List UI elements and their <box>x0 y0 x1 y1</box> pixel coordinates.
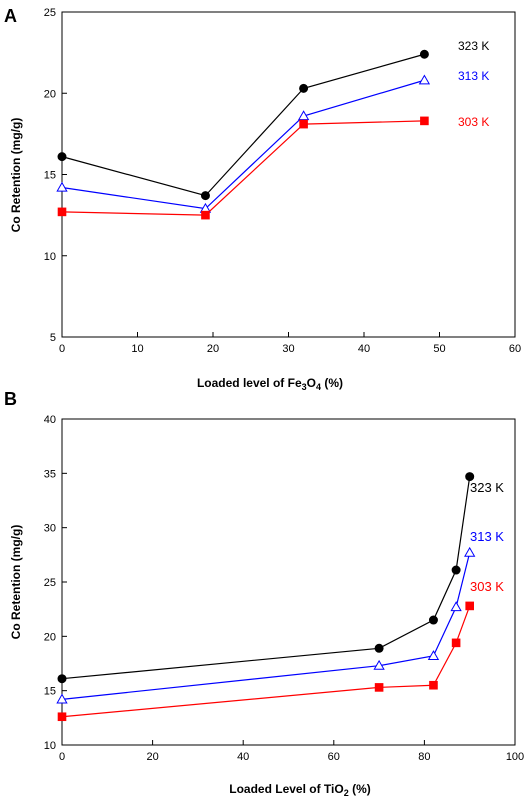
panel-b-y-tick-label: 15 <box>44 686 56 698</box>
panel-a-x-tick-label: 0 <box>59 343 65 355</box>
panel-b-series-313k-label: 313 K <box>470 529 504 544</box>
panel-b-series-303k-point <box>451 638 461 648</box>
panel-a-y-axis-title: Co Retention (mg/g) <box>9 118 23 233</box>
panel-b-series-303k-point <box>465 601 474 611</box>
panel-a-series-303k-line <box>61 120 425 216</box>
panel-a-series-323k-point <box>419 49 429 59</box>
panel-b-series-323k-point <box>465 472 475 482</box>
panel-a-x-tick-label: 30 <box>282 343 294 355</box>
panel-b-series-303k-label: 303 K <box>470 579 504 594</box>
panel-a-series-323k-point <box>299 83 309 93</box>
panel-b-x-tick-label: 20 <box>146 751 158 763</box>
panel-a-letter: A <box>4 6 17 26</box>
panel-b-series-323k-point <box>374 643 384 653</box>
panel-a-x-tick-label: 60 <box>509 343 521 355</box>
panel-b-y-tick-label: 25 <box>44 577 56 589</box>
panel-a-series-303k-point <box>201 210 210 220</box>
panel-a-x-axis-title: Loaded level of Fe3O4 (%) <box>197 376 343 392</box>
panel-b-y-axis-title: Co Retention (mg/g) <box>9 525 23 640</box>
panel-b-y-tick-label: 40 <box>44 414 56 426</box>
panel-a-series-313k-point <box>297 110 310 121</box>
panel-b-series-313k-point <box>56 693 68 704</box>
panel-a-series-303k-label: 303 K <box>458 115 489 129</box>
panel-b-y-tick-label: 10 <box>44 740 56 752</box>
panel-b-y-tick-label: 35 <box>44 468 56 480</box>
panel-b-series-323k-label: 323 K <box>470 480 504 495</box>
panel-b-x-tick-label: 80 <box>418 751 430 763</box>
panel-a-x-tick-label: 40 <box>358 343 370 355</box>
panel-b-x-tick-label: 60 <box>328 751 340 763</box>
panel-a-series-313k-line <box>61 79 425 210</box>
panel-b-x-tick-label: 0 <box>59 751 65 763</box>
panel-a-y-tick-label: 15 <box>44 170 56 182</box>
panel-b-series-313k-point <box>373 659 385 670</box>
panel-a-series-313k-label: 313 K <box>458 69 489 83</box>
panel-b-series-313k-point <box>427 650 440 660</box>
panel-b-y-tick-label: 20 <box>44 631 56 643</box>
panel-a-x-tick-label: 50 <box>433 343 445 355</box>
panel-b-series-313k-point <box>450 601 462 612</box>
panel-b-x-tick-label: 40 <box>237 751 249 763</box>
panel-b-series-313k-line <box>61 552 471 700</box>
panel-b-series-303k-point <box>374 683 384 692</box>
panel-a-series-323k-point <box>200 191 210 201</box>
panel-a-series-323k-line <box>61 53 425 197</box>
panel-a-series-313k-point <box>418 74 431 85</box>
panel-b-series-323k-point <box>451 565 461 575</box>
panel-b-y-tick-label: 30 <box>44 523 56 535</box>
panel-a-y-tick-label: 10 <box>44 251 56 263</box>
panel-a-series-303k-point <box>299 119 308 129</box>
panel-a-series-303k-point <box>57 207 67 217</box>
panel-b-series-323k-point <box>57 674 67 684</box>
panel-b-series-323k-line <box>61 476 471 680</box>
panel-a-y-tick-label: 5 <box>50 332 56 344</box>
panel-b-x-axis-title: Loaded Level of TiO2 (%) <box>229 782 370 798</box>
panel-a-y-tick-label: 20 <box>44 88 56 100</box>
panel-a-y-tick-label: 25 <box>44 7 56 19</box>
panel-a-series-323k-label: 323 K <box>458 39 489 53</box>
panel-b-series-323k-point <box>428 615 438 625</box>
panel-b-letter: B <box>4 389 17 409</box>
panel-a-series-313k-point <box>56 181 68 192</box>
panel-a-series-323k-point <box>57 152 67 162</box>
panel-b-x-tick-label: 100 <box>506 751 524 763</box>
panel-a-series-303k-point <box>420 116 429 126</box>
panel-b-series-303k-point <box>57 712 67 722</box>
panel-a-x-tick-label: 20 <box>207 343 219 355</box>
panel-b-series-303k-point <box>429 680 438 690</box>
panel-b-series-313k-point <box>464 546 476 557</box>
panel-a-x-tick-label: 10 <box>131 343 143 355</box>
panel-b-series-303k-line <box>61 605 471 718</box>
